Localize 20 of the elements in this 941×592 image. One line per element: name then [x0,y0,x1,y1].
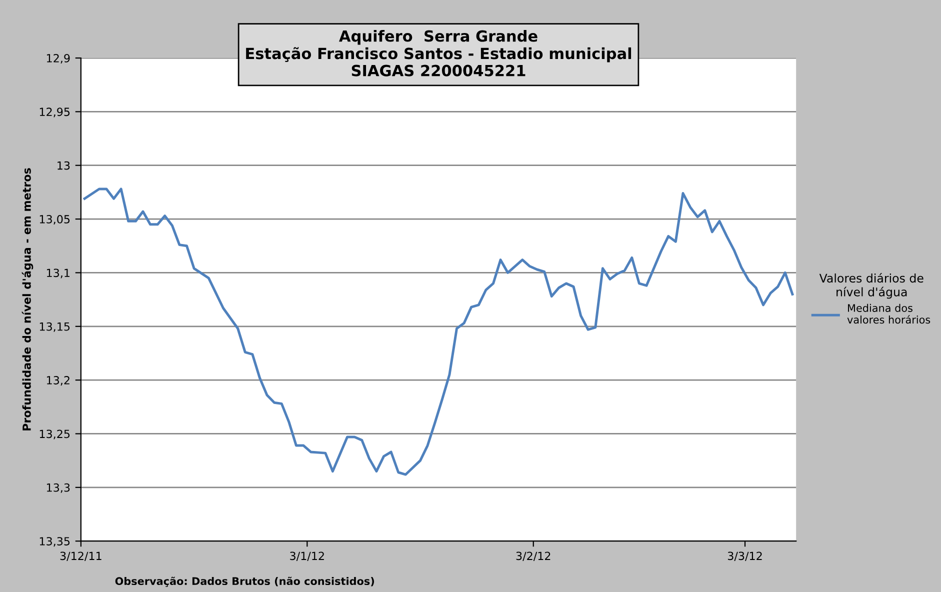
y-tick-label: 13,25 [40,430,70,440]
y-tick-label: 13 [58,161,70,170]
x-tick-label: 3/1/12 [290,552,324,561]
legend-title: Valores diários de nível d'água [819,272,924,299]
line-series [83,188,794,476]
legend-label: Mediana dos valores horários [847,304,930,324]
y-tick-label: 12,9 [46,54,70,64]
y-tick-label: 13,15 [40,322,70,332]
y-tick-label: 13,1 [46,268,70,278]
y-tick-label: 12,95 [40,108,70,118]
y-tick-label: 13,35 [40,537,70,547]
y-tick-label: 13,3 [46,483,70,493]
y-tick-label: 13,2 [46,376,70,386]
x-tick-label: 3/3/12 [728,552,762,561]
y-tick-label: 13,05 [40,215,70,225]
x-tick-label: 3/2/12 [516,552,550,561]
y-axis-title: Profundidade do nível d'água - em metros [22,168,34,430]
text: Observação: Dados Brutos (não consistidos) [115,576,374,587]
chart-title: Aquifero Serra Grande Estação Francisco Santos - Estadio municipal SIAGAS 2200045221 [246,30,632,76]
x-tick-label: 3/12/11 [60,552,102,561]
